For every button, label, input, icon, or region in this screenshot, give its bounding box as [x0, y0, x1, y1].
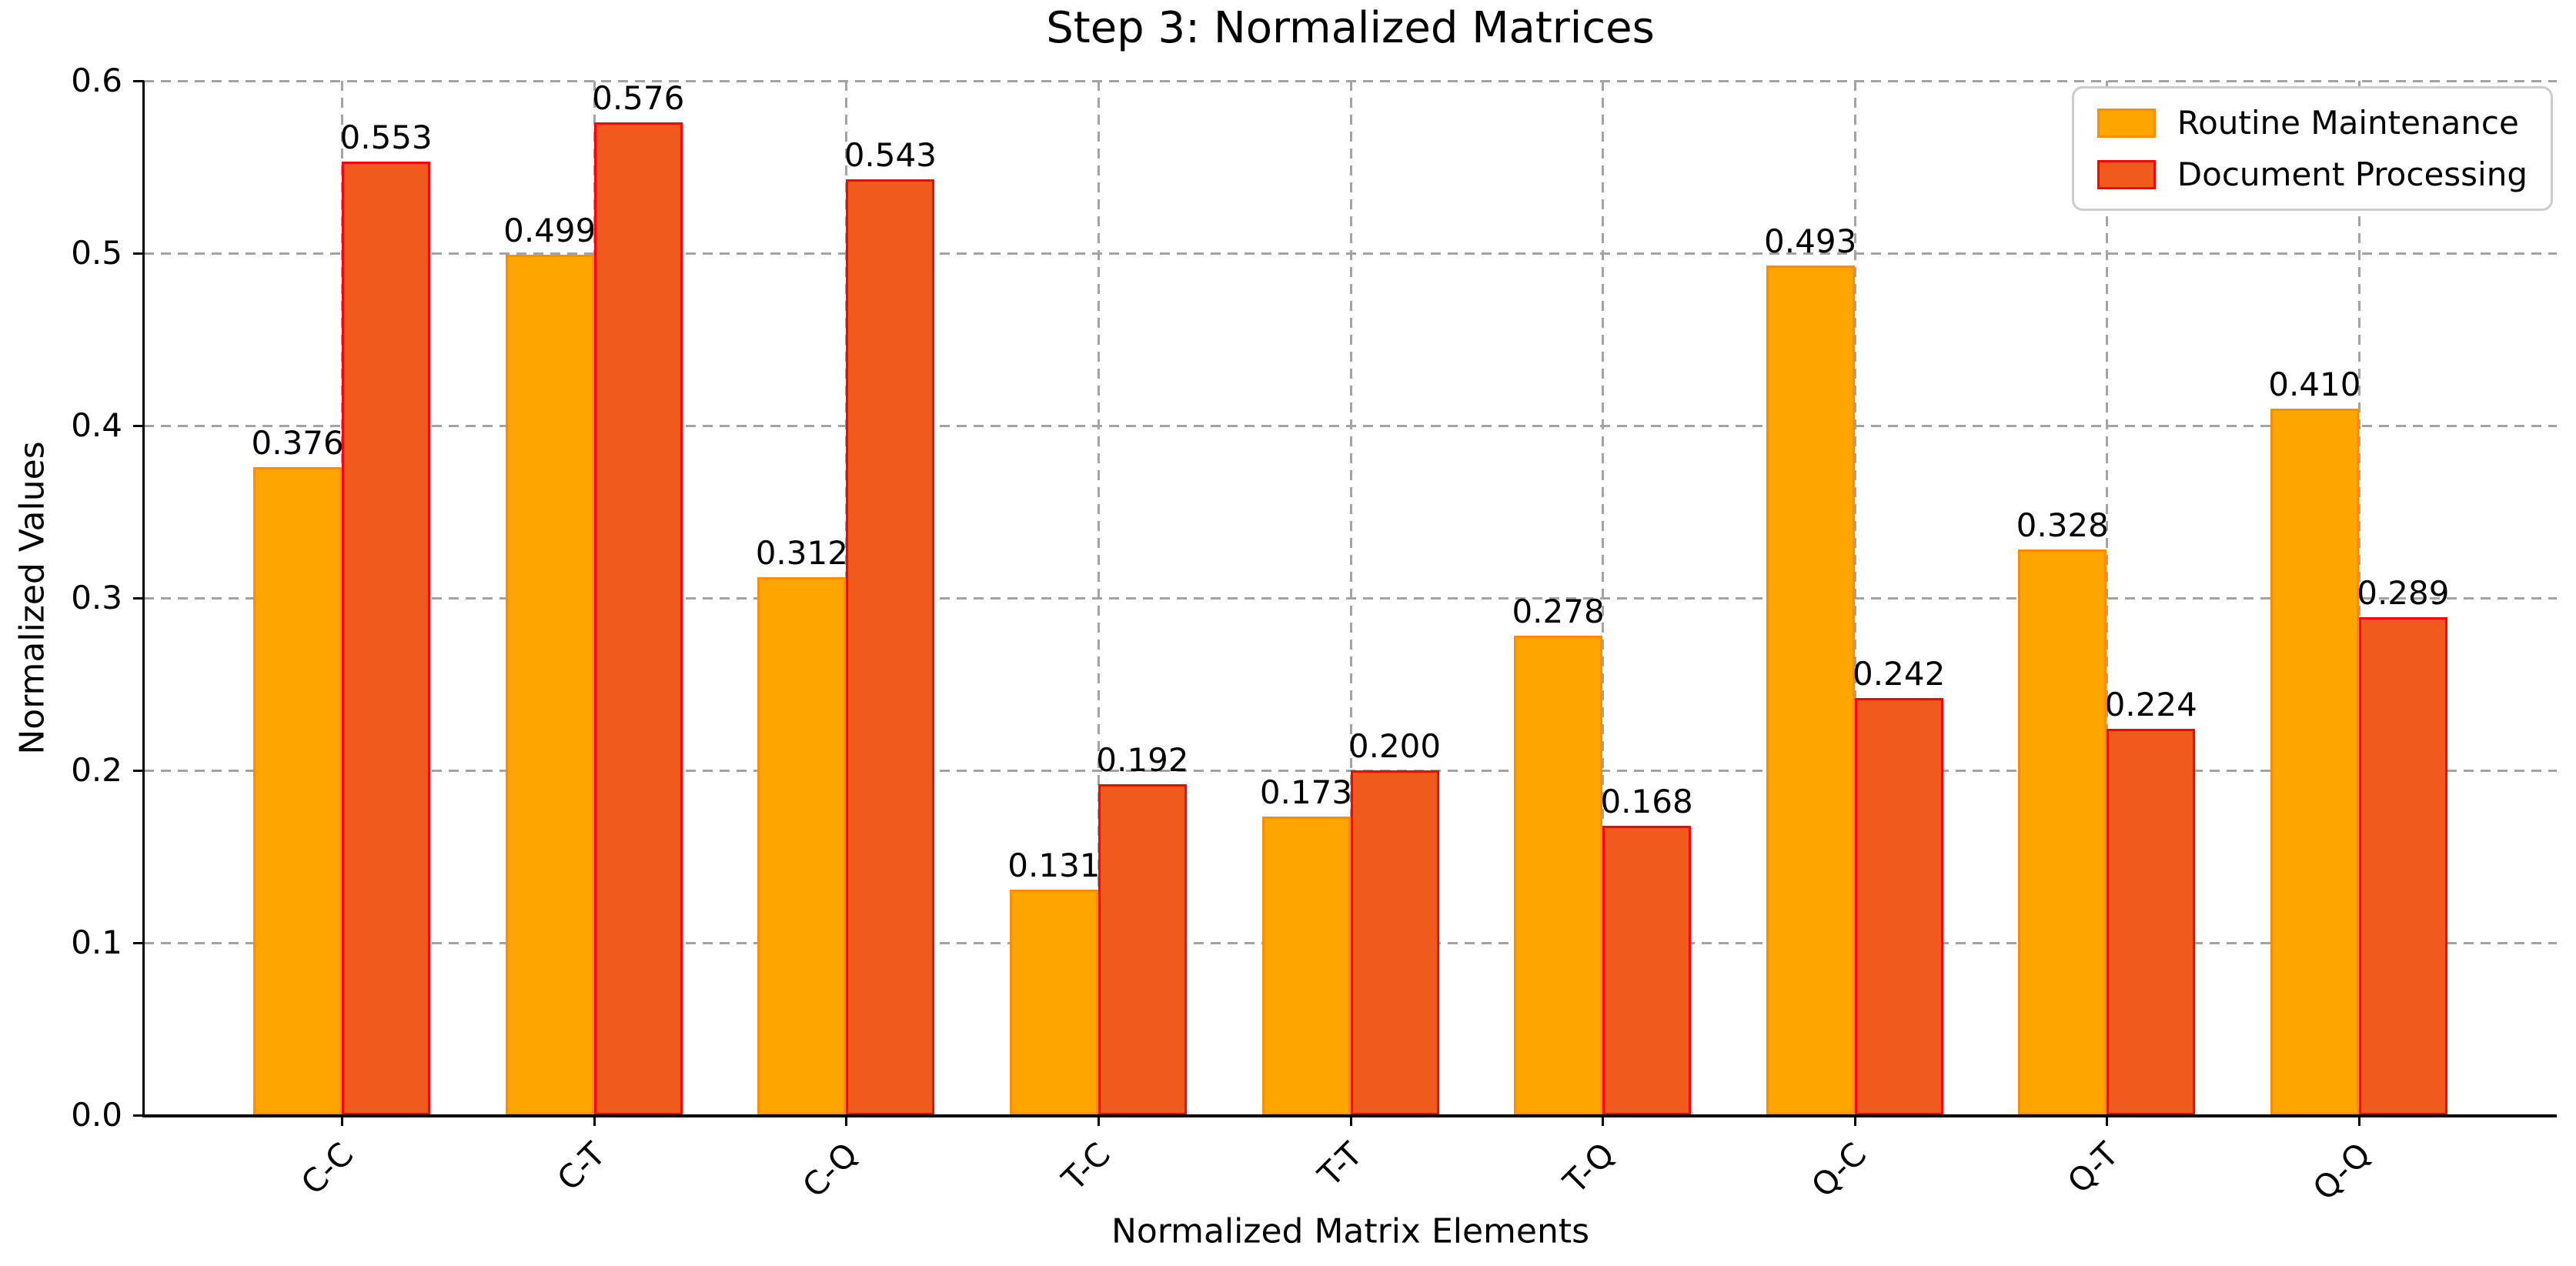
x-tick-label: Q-C — [1804, 1135, 1874, 1205]
x-tick — [1349, 1115, 1352, 1126]
bar-document-processing — [593, 122, 683, 1115]
y-tick — [133, 1114, 144, 1117]
bar-value-label: 0.224 — [2104, 686, 2197, 723]
v-gridline — [1349, 81, 1352, 1115]
y-tick — [133, 80, 144, 82]
bar-value-label: 0.192 — [1096, 741, 1189, 779]
bar-routine-maintenance — [1514, 636, 1603, 1115]
x-tick-label: T-T — [1310, 1135, 1370, 1194]
bar-value-label: 0.131 — [1007, 847, 1101, 884]
bar-value-label: 0.328 — [2016, 506, 2109, 544]
chart-title: Step 3: Normalized Matrices — [1046, 3, 1655, 53]
bar-value-label: 0.410 — [2268, 366, 2361, 403]
x-tick — [341, 1115, 344, 1126]
legend-swatch — [2097, 159, 2156, 189]
bar-document-processing — [1854, 698, 1943, 1115]
legend-item: Routine Maintenance — [2097, 104, 2528, 142]
bar-routine-maintenance — [253, 467, 342, 1115]
bar-document-processing — [342, 162, 431, 1115]
y-tick-label: 0.2 — [71, 751, 122, 789]
bar-value-label: 0.173 — [1259, 773, 1353, 811]
bar-value-label: 0.493 — [1764, 222, 1857, 260]
bar-routine-maintenance — [757, 577, 847, 1115]
bar-document-processing — [2358, 617, 2447, 1115]
bar-routine-maintenance — [2018, 549, 2107, 1115]
x-tick-label: Q-Q — [2305, 1135, 2378, 1208]
x-axis-label: Normalized Matrix Elements — [1111, 1211, 1590, 1251]
legend-label: Document Processing — [2177, 155, 2528, 193]
x-tick-label: C-C — [293, 1135, 361, 1202]
x-axis-spine — [142, 1114, 2557, 1117]
legend-item: Document Processing — [2097, 155, 2528, 193]
y-tick-label: 0.6 — [71, 62, 122, 99]
x-tick — [1853, 1115, 1856, 1126]
bar-document-processing — [1602, 826, 1692, 1115]
x-tick-label: T-Q — [1555, 1135, 1622, 1201]
v-gridline — [1602, 81, 1605, 1115]
bar-document-processing — [1350, 770, 1439, 1115]
x-tick — [593, 1115, 596, 1126]
x-tick — [845, 1115, 848, 1126]
legend-label: Routine Maintenance — [2177, 104, 2519, 142]
bar-value-label: 0.553 — [339, 119, 433, 156]
y-tick — [133, 597, 144, 600]
bar-value-label: 0.278 — [1512, 593, 1605, 630]
legend-swatch — [2097, 108, 2156, 138]
y-tick — [133, 252, 144, 255]
v-gridline — [2106, 81, 2109, 1115]
x-tick-label: C-Q — [795, 1135, 865, 1205]
legend: Routine Maintenance Document Processing — [2071, 86, 2553, 211]
y-tick — [133, 942, 144, 944]
y-tick-label: 0.4 — [71, 406, 122, 444]
bar-value-label: 0.289 — [2357, 574, 2450, 612]
bar-routine-maintenance — [2270, 409, 2359, 1115]
x-tick — [1097, 1115, 1100, 1126]
bar-value-label: 0.543 — [844, 136, 937, 174]
y-tick-label: 0.1 — [71, 924, 122, 961]
bar-routine-maintenance — [1009, 890, 1098, 1115]
v-gridline — [1097, 81, 1100, 1115]
y-tick-label: 0.3 — [71, 579, 122, 616]
x-tick — [1602, 1115, 1605, 1126]
y-axis-spine — [142, 81, 145, 1117]
bar-document-processing — [846, 179, 935, 1115]
bar-document-processing — [2107, 729, 2196, 1115]
bar-value-label: 0.312 — [755, 534, 848, 572]
bar-value-label: 0.242 — [1853, 655, 1946, 693]
y-tick — [133, 770, 144, 772]
y-tick — [133, 425, 144, 427]
bar-value-label: 0.499 — [503, 212, 596, 249]
bar-value-label: 0.376 — [251, 424, 344, 462]
bar-routine-maintenance — [505, 255, 594, 1115]
x-tick — [2357, 1115, 2360, 1126]
v-gridline — [1853, 81, 1856, 1115]
x-tick-label: C-T — [550, 1135, 613, 1198]
x-tick-label: Q-T — [2060, 1135, 2126, 1201]
bar-routine-maintenance — [1766, 266, 1855, 1115]
bar-value-label: 0.168 — [1600, 783, 1693, 820]
y-tick-label: 0.5 — [71, 234, 122, 272]
bar-value-label: 0.200 — [1348, 727, 1442, 765]
y-tick-label: 0.0 — [71, 1096, 122, 1134]
bar-value-label: 0.576 — [592, 79, 685, 117]
bar-document-processing — [1098, 784, 1187, 1115]
x-tick-label: T-C — [1054, 1135, 1118, 1198]
v-gridline — [2357, 81, 2360, 1115]
x-tick — [2106, 1115, 2109, 1126]
bar-routine-maintenance — [1261, 817, 1351, 1115]
